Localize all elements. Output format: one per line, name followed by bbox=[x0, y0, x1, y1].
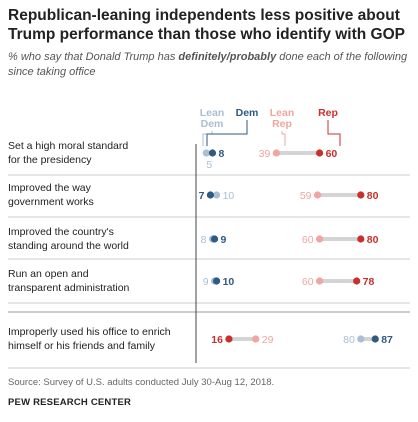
row-label-2-line-1: Improved the way bbox=[8, 182, 92, 194]
dot-lean-rep-row-2 bbox=[313, 191, 322, 199]
dot-dem-row-2 bbox=[206, 191, 215, 199]
value-label-lean-rep-row-4: 60 bbox=[302, 276, 314, 288]
legend-pointer-lean-rep bbox=[281, 131, 286, 146]
dot-rep-row-1 bbox=[316, 149, 324, 157]
chart-title: Republican-leaning independents less pos… bbox=[8, 7, 406, 43]
row-label-5-line-2: himself or his friends and family bbox=[8, 340, 156, 352]
dot-lean-rep-row-5 bbox=[252, 335, 260, 343]
value-label-lean-rep-row-2: 59 bbox=[300, 190, 312, 202]
dot-rep-row-2 bbox=[357, 191, 365, 199]
legend-label-lean-rep-line-1: Lean bbox=[270, 107, 295, 119]
value-label-lean-dem-row-1: 5 bbox=[206, 159, 212, 171]
value-label-rep-row-2: 80 bbox=[367, 190, 379, 202]
value-label-lean-dem-row-5: 80 bbox=[343, 334, 355, 346]
chart-subtitle: % who say that Donald Trump has definite… bbox=[8, 50, 412, 80]
value-label-dem-row-4: 10 bbox=[223, 276, 235, 288]
row-label-1-line-2: for the presidency bbox=[8, 154, 92, 166]
legend-label-lean-rep-line-2: Rep bbox=[272, 118, 292, 130]
dot-lean-rep-row-3 bbox=[316, 235, 324, 243]
dot-dem-row-1 bbox=[208, 149, 217, 157]
value-label-dem-row-3: 9 bbox=[221, 234, 227, 246]
row-label-1-line-1: Set a high moral standard bbox=[8, 140, 128, 152]
legend-pointer-rep bbox=[327, 120, 341, 146]
legend-label-lean-dem-line-2: Dem bbox=[201, 118, 224, 130]
source-note: Source: Survey of U.S. adults conducted … bbox=[8, 377, 275, 388]
dot-dem-row-4 bbox=[213, 277, 221, 285]
value-label-rep-row-1: 60 bbox=[326, 148, 338, 160]
organization-name: PEW RESEARCH CENTER bbox=[8, 397, 132, 408]
row-label-3-line-1: Improved the country's bbox=[8, 226, 114, 238]
value-label-dem-row-2: 7 bbox=[199, 190, 205, 202]
row-label-2-line-2: government works bbox=[8, 196, 94, 208]
legend-label-lean-dem-line-1: Lean bbox=[200, 107, 225, 119]
row-label-3-line-2: standing around the world bbox=[8, 240, 129, 252]
row-label-4-line-2: transparent administration bbox=[8, 282, 130, 294]
value-label-lean-rep-row-1: 39 bbox=[259, 148, 271, 160]
value-label-lean-dem-row-3: 8 bbox=[201, 234, 207, 246]
dot-lean-dem-row-2 bbox=[213, 191, 221, 199]
value-label-lean-rep-row-5: 29 bbox=[262, 334, 274, 346]
dot-lean-dem-row-5 bbox=[357, 335, 365, 343]
value-label-rep-row-3: 80 bbox=[367, 234, 379, 246]
dot-dem-row-3 bbox=[210, 235, 219, 243]
row-label-4-line-1: Run an open and bbox=[8, 268, 89, 280]
dot-rep-row-4 bbox=[353, 277, 361, 285]
legend-label-rep: Rep bbox=[318, 107, 338, 119]
legend-pointer-dem bbox=[206, 120, 248, 146]
value-label-lean-dem-row-2: 10 bbox=[223, 190, 235, 202]
value-label-rep-row-4: 78 bbox=[363, 276, 375, 288]
dot-dem-row-5 bbox=[371, 335, 379, 343]
subtitle-lead: % who say that Donald Trump has bbox=[8, 51, 179, 63]
value-label-lean-rep-row-3: 60 bbox=[302, 234, 314, 246]
legend-label-dem: Dem bbox=[236, 107, 259, 119]
dot-lean-dem-row-1 bbox=[202, 149, 210, 157]
row-label-5-line-1: Improperly used his office to enrich bbox=[8, 326, 171, 338]
dot-lean-rep-row-4 bbox=[316, 277, 324, 285]
value-label-rep-row-5: 16 bbox=[211, 334, 223, 346]
dot-rep-row-5 bbox=[225, 335, 233, 343]
subtitle-emphasis: definitely/probably bbox=[178, 51, 277, 63]
value-label-lean-dem-row-4: 9 bbox=[203, 276, 209, 288]
dot-lean-rep-row-1 bbox=[272, 149, 280, 157]
subtitle-tail: done each of the following since taking … bbox=[8, 51, 408, 78]
value-label-dem-row-5: 87 bbox=[381, 334, 393, 346]
value-label-dem-row-1: 8 bbox=[218, 148, 224, 160]
dot-rep-row-3 bbox=[357, 235, 365, 243]
